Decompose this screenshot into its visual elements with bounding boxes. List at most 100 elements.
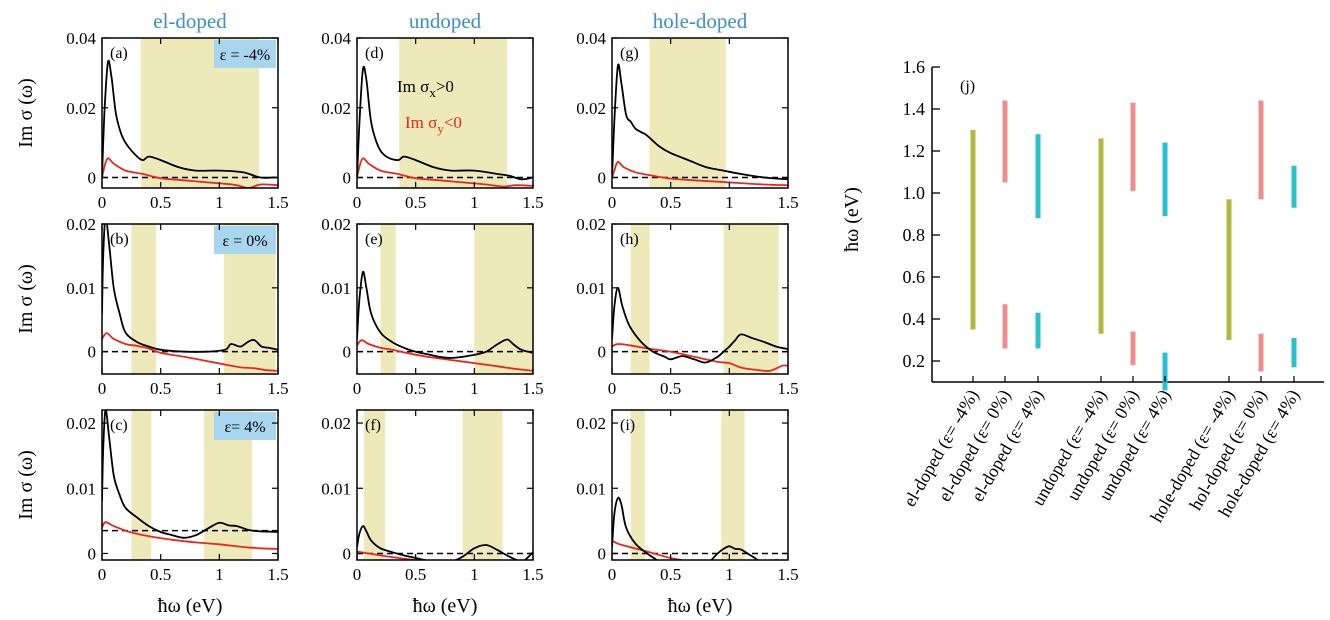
range-bar <box>1226 199 1232 340</box>
subplot: 0 0.5 1 1.5 0 0.02 0.04 (g) <box>576 29 798 212</box>
legend-text: <0 <box>444 113 462 132</box>
subplot-frame <box>101 223 279 375</box>
series-im-sigma-x <box>612 286 788 364</box>
range-bar <box>970 130 976 330</box>
x-tick-label: 0 <box>98 193 107 212</box>
series-im-sigma-y <box>612 343 788 373</box>
y-tick-label: 0.02 <box>576 215 606 234</box>
shaded-band <box>399 38 508 188</box>
y-tick-label: 0.02 <box>576 99 606 118</box>
y-axis-label: Im σ (ω) <box>15 450 37 519</box>
subplot-frame <box>101 409 279 561</box>
x-tick-label: 1 <box>725 565 734 584</box>
subplot: 0 0.5 1 1.5 0 0.01 0.02 (f) <box>321 409 544 584</box>
subplot-frame <box>611 409 789 561</box>
panel-label: (b) <box>110 231 129 248</box>
y-tick-label: 0.04 <box>321 29 351 48</box>
series-im-sigma-y <box>357 550 420 560</box>
x-tick-label: 0.5 <box>150 379 171 398</box>
x-axis-label: ħω (eV) <box>413 595 478 617</box>
subplot: 0 0.5 1 1.5 0 0.01 0.02 (h) <box>576 215 798 398</box>
x-tick-label: 0 <box>353 379 362 398</box>
curves <box>612 496 782 560</box>
y-tick-label: 1.6 <box>903 57 926 77</box>
y-tick-label: 0 <box>88 544 97 563</box>
panel-label: (e) <box>365 231 383 248</box>
y-tick-label: 0.02 <box>321 215 351 234</box>
x-tick-label: 1.5 <box>777 565 798 584</box>
panel-label: (d) <box>365 45 384 62</box>
y-tick-label: 0 <box>343 169 352 188</box>
x-tick-label: 0.5 <box>660 193 681 212</box>
strain-badge <box>214 226 276 254</box>
series-im-sigma-x <box>357 270 533 359</box>
x-tick-label: 0.5 <box>660 565 681 584</box>
x-tick-label: 1 <box>725 379 734 398</box>
subplot: 0 0.5 1 1.5 0 0.01 0.02 (e) <box>321 215 543 398</box>
range-bar <box>1291 165 1297 208</box>
range-bar <box>1098 138 1104 334</box>
x-tick-label: 0.5 <box>150 565 171 584</box>
curves <box>612 286 788 373</box>
x-tick-label: 0 <box>608 565 617 584</box>
y-tick-label: 0 <box>88 343 97 362</box>
x-tick-label: 0.5 <box>405 193 426 212</box>
x-tick-label: 0.5 <box>405 565 426 584</box>
legend-sub: x <box>429 85 436 100</box>
subplot-frame <box>611 223 789 375</box>
panel-label: (g) <box>620 45 639 62</box>
panel-label: (a) <box>110 45 128 62</box>
series-im-sigma-x <box>102 224 278 353</box>
y-tick-label: 0.04 <box>576 29 606 48</box>
y-tick-label: 0.4 <box>903 309 926 329</box>
x-tick-label: 0 <box>353 193 362 212</box>
curves <box>612 63 788 187</box>
range-bar <box>1002 304 1008 349</box>
legend-text: Im σ <box>397 77 429 96</box>
range-bar <box>1035 134 1041 219</box>
series-im-sigma-x <box>102 59 278 179</box>
subplot: ε = -4% 0 0.5 1 1.5 0 0.02 0.04 (a) <box>66 29 288 212</box>
range-bar <box>1162 142 1168 217</box>
x-tick-label: 1 <box>470 193 479 212</box>
curves <box>357 65 533 188</box>
panel-label: (f) <box>365 417 381 434</box>
y-tick-label: 1.4 <box>903 99 926 119</box>
shaded-band <box>723 224 779 374</box>
y-tick-label: 0.02 <box>576 414 606 433</box>
x-tick-label: 0.5 <box>660 379 681 398</box>
x-tick-label: 1.5 <box>522 565 543 584</box>
x-tick-label: 1 <box>470 565 479 584</box>
subplot-frame <box>611 37 789 189</box>
x-tick-label: 1 <box>215 379 224 398</box>
legend-im-sigma-x: Im σx>0 <box>397 77 454 100</box>
subplot-frame <box>356 409 534 561</box>
shaded-band <box>649 38 726 188</box>
column-title: el-doped <box>153 9 227 33</box>
series-im-sigma-y <box>102 521 278 550</box>
shaded-band <box>474 224 533 374</box>
y-tick-label: 0.02 <box>66 215 96 234</box>
panel-label: (h) <box>620 231 639 248</box>
y-tick-label: 0.01 <box>576 479 606 498</box>
range-bar <box>1258 333 1264 372</box>
y-axis-label: Im σ (ω) <box>15 264 37 333</box>
y-tick-label: 0.6 <box>903 267 926 287</box>
x-tick-label: 0 <box>353 565 362 584</box>
y-tick-label: 0 <box>598 343 607 362</box>
series-im-sigma-x <box>102 410 278 539</box>
y-tick-label: 0.04 <box>66 29 96 48</box>
x-axis-label: ħω (eV) <box>158 595 223 617</box>
strain-badge <box>214 412 276 440</box>
y-tick-label: 1.0 <box>903 183 926 203</box>
panel-grid: el-doped undoped hole-doped Im σ (ω) Im σ (ω… <box>15 9 799 617</box>
panel-label: (c) <box>110 417 128 434</box>
subplot: 0 0.5 1 1.500.020.04(d)Im σx>0Im σy<0 <box>321 29 543 212</box>
y-tick-label: 0.02 <box>66 99 96 118</box>
curves <box>357 270 533 372</box>
x-tick-label: 0 <box>98 379 107 398</box>
curves <box>102 224 278 372</box>
y-tick-label: 0.01 <box>66 479 96 498</box>
x-tick-label: 1.5 <box>522 193 543 212</box>
